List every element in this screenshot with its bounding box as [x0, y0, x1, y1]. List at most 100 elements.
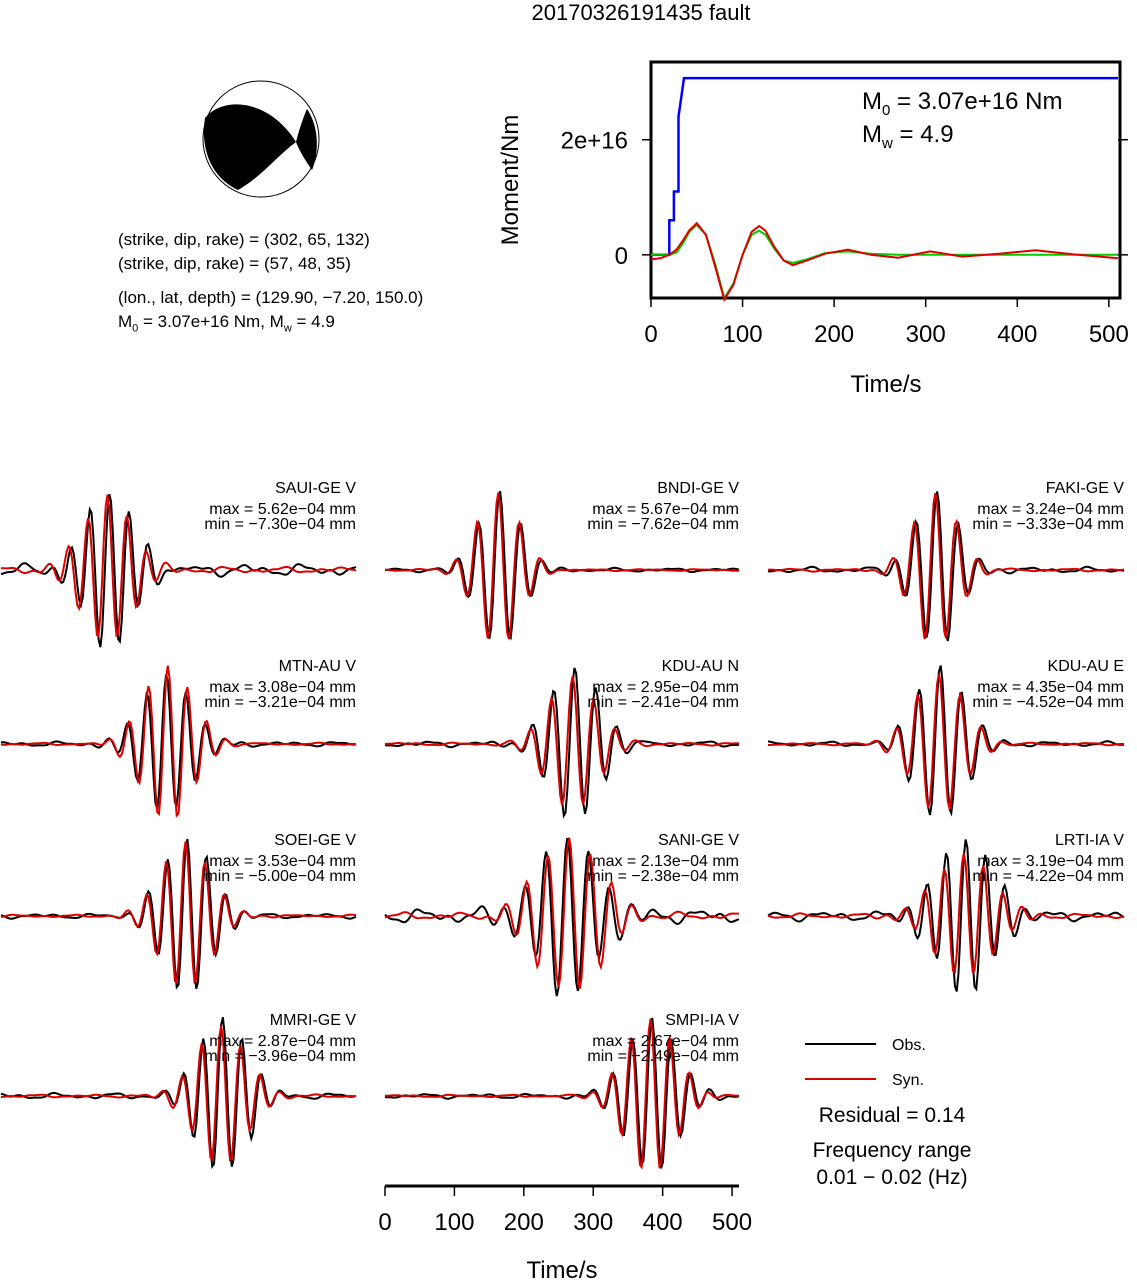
station-max: max = 5.67e−04 mm: [592, 501, 739, 518]
synthetic-trace: [767, 853, 1125, 974]
moment-rate-ylabel: Moment/Nm: [497, 115, 524, 246]
moment-text: M0 = 3.07e+16 Nm, Mw = 4.9: [118, 311, 335, 339]
synthetic-trace: [384, 676, 739, 805]
moment-rate-series-2: [650, 221, 1119, 303]
moment-text-value: = 3.07e+16 Nm, M: [138, 312, 284, 331]
observed-trace: [384, 837, 740, 997]
synthetic-trace: [384, 837, 739, 989]
moment-rate-frame: [649, 60, 1122, 300]
observed-trace: [0, 674, 357, 809]
waveform-x-tick-label: 200: [504, 1209, 544, 1236]
station-min: min = −3.21e−04 mm: [204, 694, 356, 711]
moment-text-m: M: [118, 312, 133, 331]
waveform-x-tick-label: 0: [378, 1209, 391, 1236]
synthetic-trace: [0, 1025, 357, 1162]
synthetic-trace: [0, 841, 357, 985]
synthetic-trace: [0, 665, 357, 818]
moment-rate-x-tick-label: 500: [1089, 321, 1129, 348]
station-min: min = −3.33e−04 mm: [972, 516, 1124, 533]
moment-rate-x-ticks: 0 100 200 300 400 500: [644, 298, 1129, 348]
station-max: max = 5.62e−04 mm: [209, 501, 356, 518]
observed-trace: [767, 839, 1125, 992]
moment-rate-y-tick-label: 0: [615, 243, 628, 270]
station-max: max = 3.19e−04 mm: [977, 853, 1124, 870]
synthetic-trace: [385, 492, 740, 640]
station-max: max = 3.08e−04 mm: [209, 679, 356, 696]
moment-rate-series-0: [651, 76, 1118, 257]
station-name: SMPI-IA V: [665, 1012, 739, 1029]
synthetic-trace: [1, 494, 357, 638]
station-name: KDU-AU E: [1048, 658, 1124, 675]
nodal-plane-1: (strike, dip, rake) = (302, 65, 132): [118, 230, 370, 249]
station-max: max = 3.53e−04 mm: [209, 853, 356, 870]
waveform-x-tick-label: 300: [573, 1209, 613, 1236]
station-name: BNDI-GE V: [657, 480, 739, 497]
station-min: min = −7.62e−04 mm: [587, 516, 739, 533]
waveform-x-tick-label: 100: [434, 1209, 474, 1236]
legend-obs-label: Obs.: [892, 1037, 926, 1054]
station-max: max = 2.95e−04 mm: [592, 679, 739, 696]
moment-rate-x-tick-label: 300: [906, 321, 946, 348]
station-max: max = 2.13e−04 mm: [592, 853, 739, 870]
moment-annotation-m0: M0 = 3.07e+16 Nm: [862, 88, 1062, 119]
legend: Obs. Syn. Residual = 0.14 Frequency rang…: [805, 1037, 971, 1189]
station-name: SANI-GE V: [658, 832, 739, 849]
observed-trace: [384, 490, 740, 641]
station-min: min = −3.96e−04 mm: [204, 1048, 356, 1065]
station-max: max = 2.87e−04 mm: [209, 1033, 356, 1050]
moment-annotation-mw: Mw = 4.9: [862, 121, 954, 152]
waveform-xlabel: Time/s: [526, 1257, 597, 1281]
synthetic-trace: [385, 1018, 740, 1170]
moment-rate-xlabel: Time/s: [850, 371, 921, 398]
location-text: (lon., lat, depth) = (129.90, −7.20, 150…: [118, 288, 424, 307]
station-min: min = −5.00e−04 mm: [204, 868, 356, 885]
moment-rate-x-tick-label: 400: [997, 321, 1037, 348]
station-min: min = −2.38e−04 mm: [587, 868, 739, 885]
legend-syn-label: Syn.: [892, 1072, 924, 1089]
observed-trace: [767, 665, 1124, 817]
station-min: min = −2.49e−04 mm: [587, 1048, 739, 1065]
synthetic-trace: [767, 493, 1125, 640]
station-name: SOEI-GE V: [274, 832, 356, 849]
station-min: min = −4.52e−04 mm: [972, 694, 1124, 711]
moment-rate-panel: Moment/Nm Time/s 0 100 200 300 400 500 0 2e+16…: [497, 60, 1129, 398]
moment-rate-lines: [650, 76, 1119, 303]
figure-title: 20170326191435 fault: [532, 0, 751, 25]
waveform-x-tick-label: 500: [712, 1209, 752, 1236]
station-name: SAUI-GE V: [275, 480, 356, 497]
moment-rate-y-ticks: 0 2e+16: [561, 128, 1128, 270]
station-min: min = −7.30e−04 mm: [204, 516, 356, 533]
residual-label: Residual = 0.14: [819, 1104, 966, 1127]
frequency-range-value: 0.01 − 0.02 (Hz): [816, 1166, 967, 1189]
station-max: max = 4.35e−04 mm: [977, 679, 1124, 696]
nodal-plane-2: (strike, dip, rake) = (57, 48, 35): [118, 254, 351, 273]
station-name: MTN-AU V: [279, 658, 357, 675]
moment-rate-x-tick-label: 100: [723, 321, 763, 348]
station-name: LRTI-IA V: [1055, 832, 1124, 849]
moment-text-mw: = 4.9: [291, 312, 335, 331]
station-name: MMRI-GE V: [270, 1012, 357, 1029]
station-min: min = −4.22e−04 mm: [972, 868, 1124, 885]
station-max: max = 3.24e−04 mm: [977, 501, 1124, 518]
beachball-compression-right: [296, 109, 317, 170]
moment-text-sub0: 0: [132, 322, 139, 335]
beachball: [202, 80, 320, 198]
waveform-x-tick-label: 400: [643, 1209, 683, 1236]
moment-rate-x-tick-label: 200: [814, 321, 854, 348]
moment-rate-series-1: [651, 223, 1118, 301]
beachball-compression-left: [203, 104, 296, 190]
moment-text-subw: w: [283, 322, 292, 335]
station-min: min = −2.41e−04 mm: [587, 694, 739, 711]
